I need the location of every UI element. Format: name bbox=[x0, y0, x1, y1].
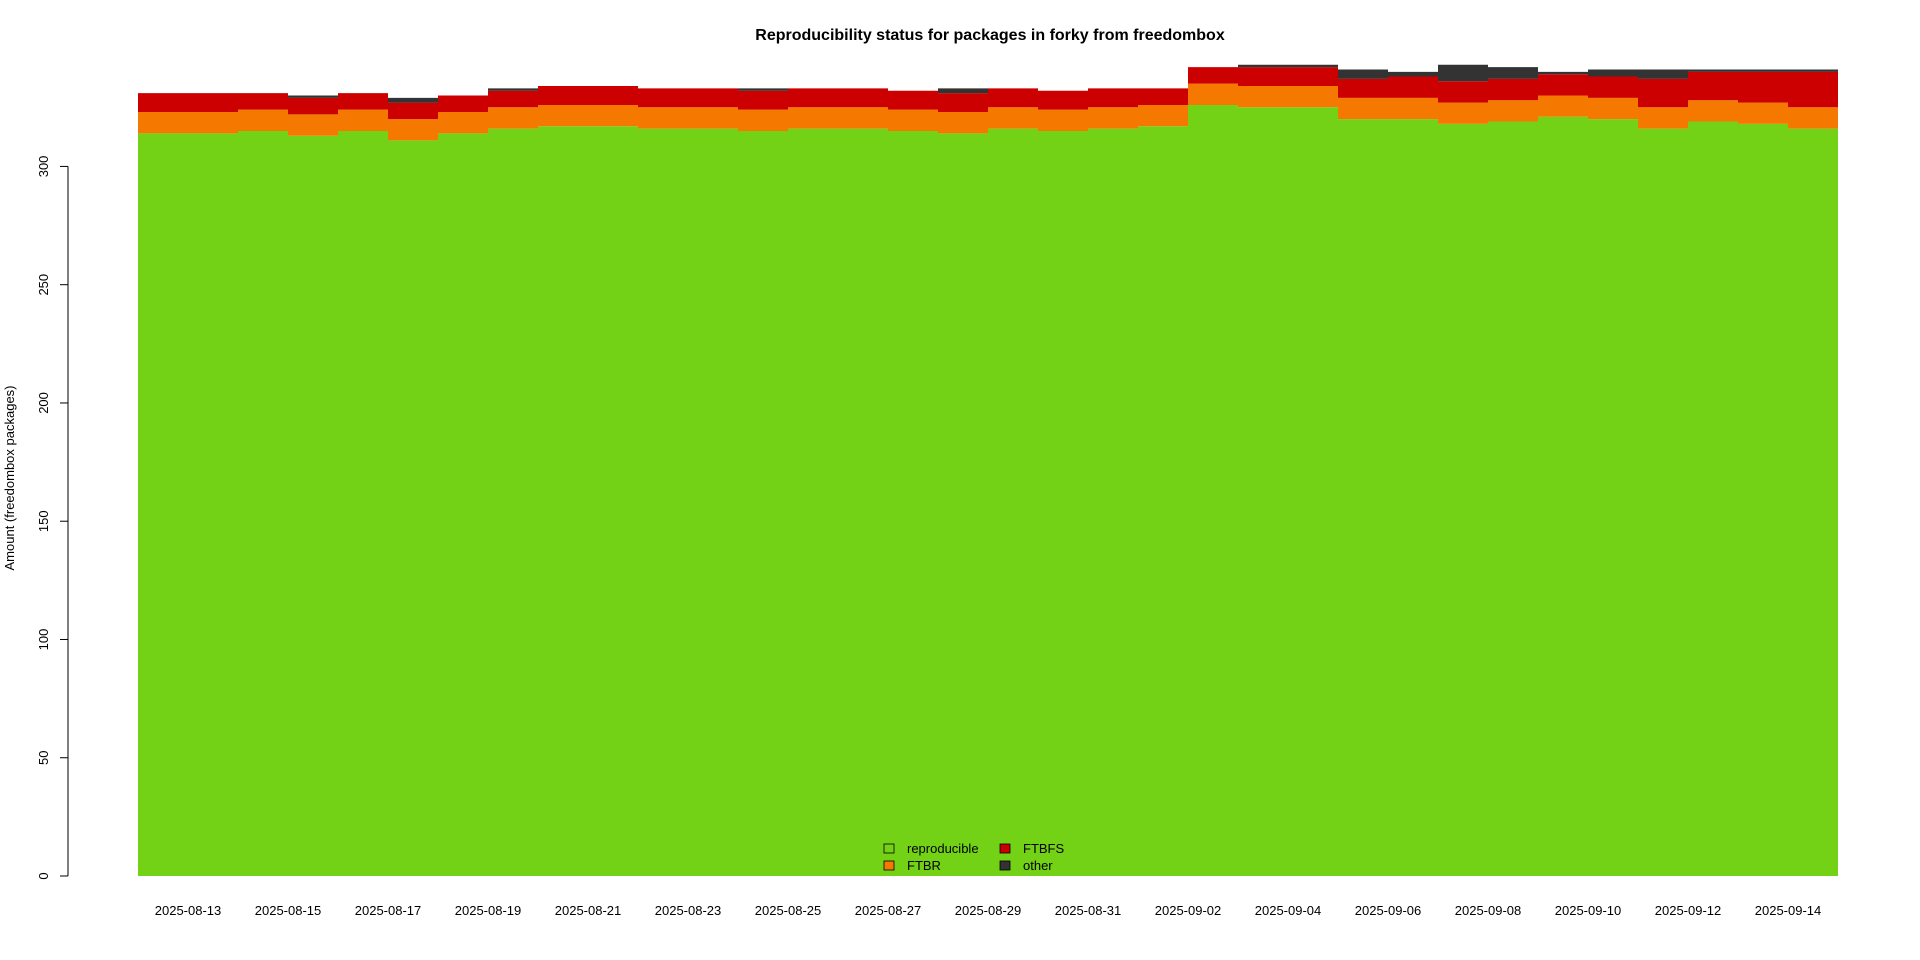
y-tick-label: 100 bbox=[36, 629, 51, 651]
x-tick-label: 2025-08-19 bbox=[455, 903, 522, 918]
x-axis: 2025-08-13 2025-08-15 2025-08-17 2025-08-19… bbox=[155, 903, 1822, 918]
x-tick-label: 2025-09-02 bbox=[1155, 903, 1222, 918]
x-tick-label: 2025-09-08 bbox=[1455, 903, 1522, 918]
x-tick-label: 2025-08-17 bbox=[355, 903, 422, 918]
chart-title: Reproducibility status for packages in f… bbox=[755, 27, 1225, 44]
x-tick-label: 2025-08-27 bbox=[855, 903, 922, 918]
x-tick-label: 2025-09-04 bbox=[1255, 903, 1322, 918]
y-tick-label: 150 bbox=[36, 510, 51, 532]
x-tick-label: 2025-08-13 bbox=[155, 903, 222, 918]
x-tick-label: 2025-09-12 bbox=[1655, 903, 1722, 918]
x-tick-label: 2025-08-21 bbox=[555, 903, 622, 918]
legend-label-other: other bbox=[1023, 858, 1053, 873]
x-tick-label: 2025-08-29 bbox=[955, 903, 1022, 918]
y-axis-label: Amount (freedombox packages) bbox=[2, 386, 17, 571]
series-area-other bbox=[138, 64, 1838, 103]
x-tick-label: 2025-08-31 bbox=[1055, 903, 1122, 918]
y-tick-label: 0 bbox=[36, 872, 51, 879]
y-axis: 0 50 100 150 200 250 300 bbox=[36, 156, 69, 880]
legend-swatch-ftbfs bbox=[999, 843, 1011, 854]
y-tick-label: 50 bbox=[36, 751, 51, 765]
y-tick-label: 300 bbox=[36, 156, 51, 178]
legend-label-ftbfs: FTBFS bbox=[1023, 841, 1064, 856]
legend: reproducible FTBR FTBFS other bbox=[883, 841, 1064, 873]
x-tick-label: 2025-08-15 bbox=[255, 903, 322, 918]
y-tick-label: 200 bbox=[36, 392, 51, 414]
x-tick-label: 2025-08-25 bbox=[755, 903, 822, 918]
y-tick-label: 250 bbox=[36, 274, 51, 296]
series-area-reproducible bbox=[138, 104, 1838, 876]
x-tick-label: 2025-09-14 bbox=[1755, 903, 1822, 918]
x-tick-label: 2025-09-10 bbox=[1555, 903, 1622, 918]
x-tick-label: 2025-09-06 bbox=[1355, 903, 1422, 918]
legend-swatch-reproducible bbox=[883, 843, 895, 854]
legend-swatch-ftbr bbox=[883, 860, 895, 871]
series-area-ftbfs bbox=[138, 67, 1838, 120]
plot-area bbox=[138, 64, 1838, 876]
legend-label-reproducible: reproducible bbox=[907, 841, 979, 856]
legend-label-ftbr: FTBR bbox=[907, 858, 941, 873]
x-tick-label: 2025-08-23 bbox=[655, 903, 722, 918]
legend-swatch-other bbox=[999, 860, 1011, 871]
series-area-ftbr bbox=[138, 83, 1838, 141]
